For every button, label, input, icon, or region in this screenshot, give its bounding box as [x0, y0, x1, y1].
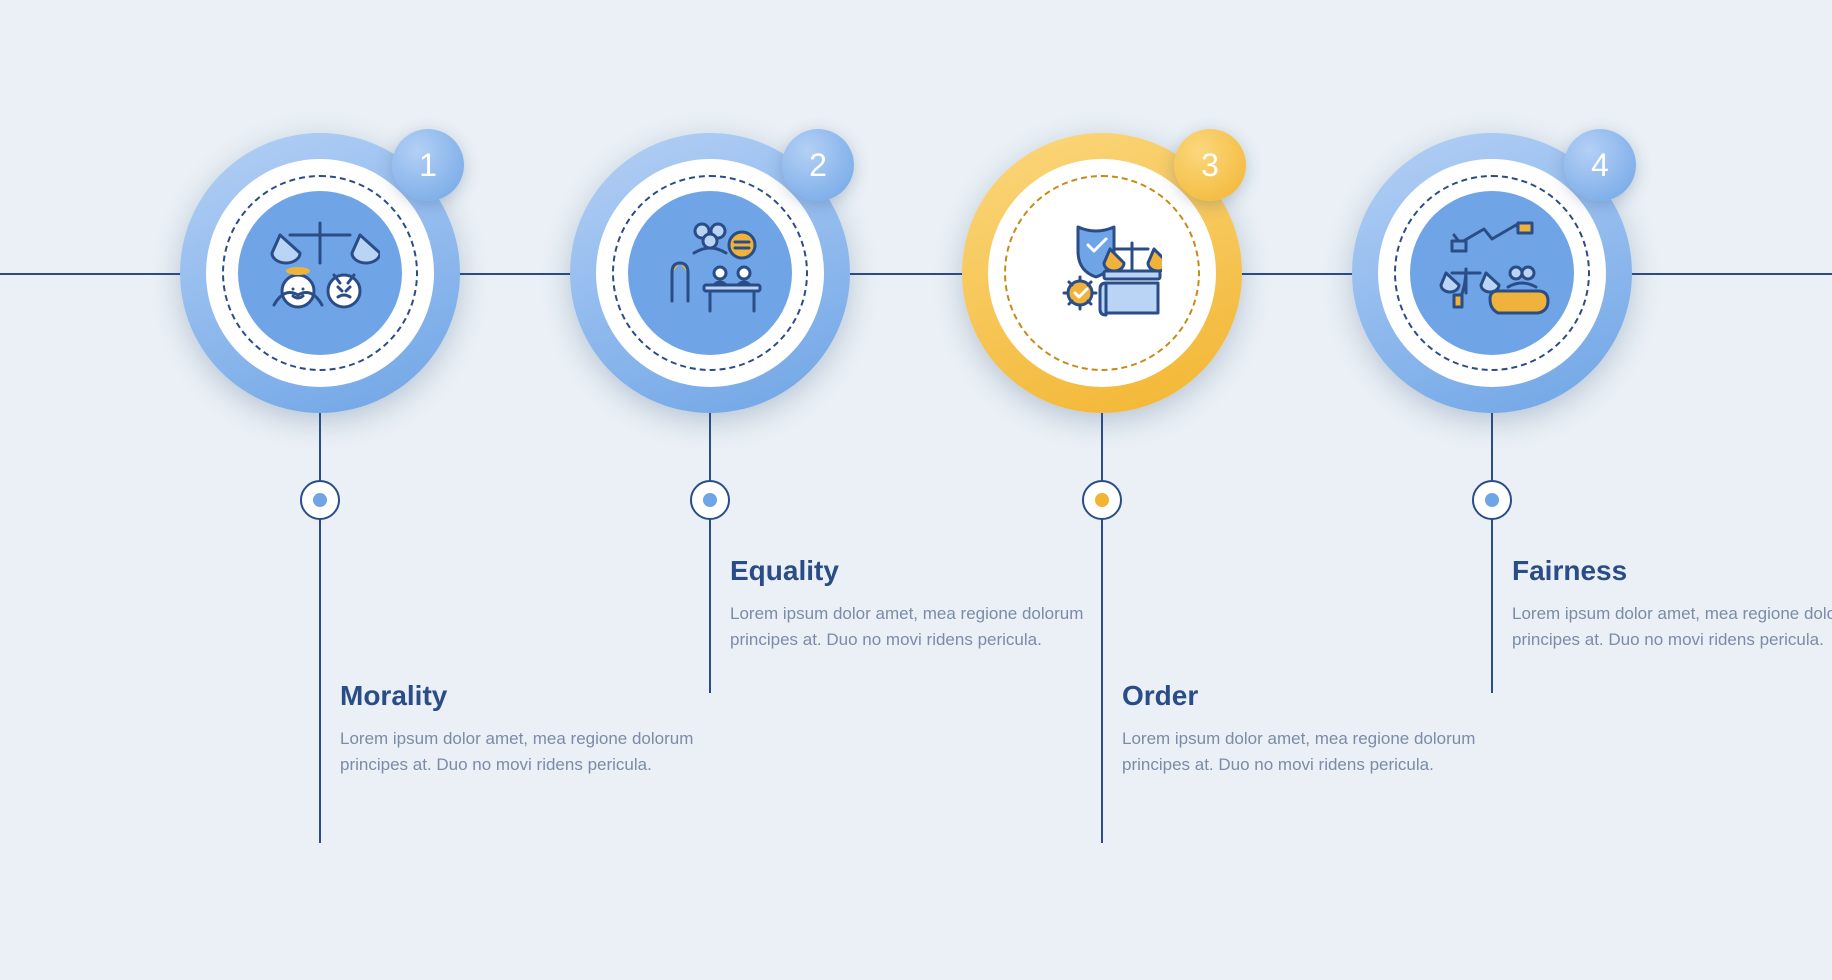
step-circle: 4 — [1352, 133, 1632, 413]
infographic-step: 1 Morality Lorem ipsum dolor amet, mea r… — [130, 133, 510, 413]
connector-node — [690, 480, 730, 520]
step-title: Equality — [730, 555, 1090, 587]
step-number: 2 — [809, 147, 827, 184]
step-description: Lorem ipsum dolor amet, mea regione dolo… — [730, 601, 1090, 652]
infographic-step: 4 Fairness Lorem ipsum dolor amet, mea r… — [1302, 133, 1682, 413]
fairness-icon — [1410, 191, 1574, 355]
step-number-badge: 1 — [392, 129, 464, 201]
step-number-badge: 2 — [782, 129, 854, 201]
step-circle: 2 — [570, 133, 850, 413]
step-number: 4 — [1591, 147, 1609, 184]
connector-stem — [1491, 413, 1493, 693]
connector-node — [1472, 480, 1512, 520]
connector-stem — [319, 413, 321, 843]
infographic-step: 2 Equality Lorem ipsum dolor amet, mea r… — [520, 133, 900, 413]
step-description: Lorem ipsum dolor amet, mea regione dolo… — [1122, 726, 1482, 777]
step-number-badge: 3 — [1174, 129, 1246, 201]
step-text: Fairness Lorem ipsum dolor amet, mea reg… — [1512, 555, 1832, 652]
order-icon — [1020, 191, 1184, 355]
step-text: Order Lorem ipsum dolor amet, mea region… — [1122, 680, 1482, 777]
step-number: 3 — [1201, 147, 1219, 184]
step-text: Equality Lorem ipsum dolor amet, mea reg… — [730, 555, 1090, 652]
step-circle: 1 — [180, 133, 460, 413]
step-circle: 3 — [962, 133, 1242, 413]
step-title: Morality — [340, 680, 700, 712]
infographic-step: 3 Order Lorem ipsum dolor amet, mea regi… — [912, 133, 1292, 413]
connector-stem — [709, 413, 711, 693]
step-title: Order — [1122, 680, 1482, 712]
step-number: 1 — [419, 147, 437, 184]
step-number-badge: 4 — [1564, 129, 1636, 201]
equality-icon — [628, 191, 792, 355]
step-description: Lorem ipsum dolor amet, mea regione dolo… — [1512, 601, 1832, 652]
morality-icon — [238, 191, 402, 355]
step-description: Lorem ipsum dolor amet, mea regione dolo… — [340, 726, 700, 777]
connector-node — [1082, 480, 1122, 520]
infographic-canvas: 1 Morality Lorem ipsum dolor amet, mea r… — [0, 0, 1832, 980]
step-title: Fairness — [1512, 555, 1832, 587]
connector-node — [300, 480, 340, 520]
step-text: Morality Lorem ipsum dolor amet, mea reg… — [340, 680, 700, 777]
connector-stem — [1101, 413, 1103, 843]
